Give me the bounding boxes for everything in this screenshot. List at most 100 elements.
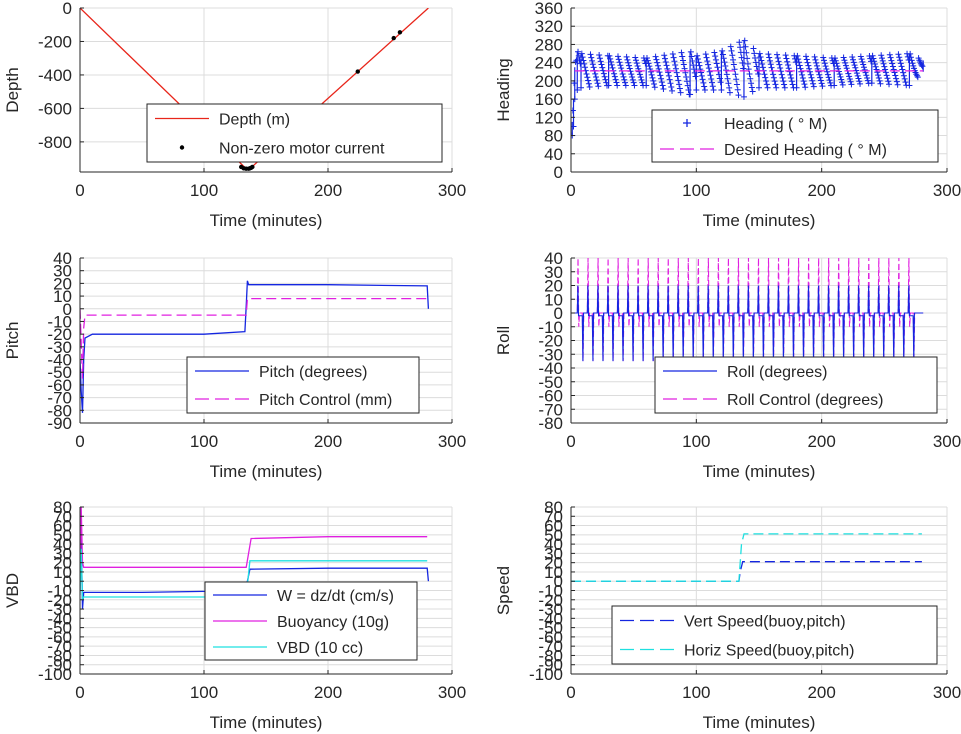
data-point: [659, 82, 666, 89]
data-point: [692, 73, 699, 80]
y-tick-label: -10: [538, 318, 563, 337]
data-point: [660, 86, 667, 93]
data-point: [845, 70, 852, 77]
data-point: [391, 35, 396, 41]
data-point: [636, 68, 643, 75]
data-point: [779, 74, 786, 81]
data-point: [663, 62, 670, 69]
data-point: [857, 53, 864, 60]
data-point: [702, 51, 709, 58]
legend-label: Depth (m): [219, 112, 290, 129]
legend-label: Heading ( ° M): [724, 116, 827, 133]
legend-label: W = dz/dt (cm/s): [277, 588, 394, 605]
data-point: [625, 62, 632, 69]
x-axis-label: Time (minutes): [210, 713, 323, 732]
data-point: [598, 61, 605, 68]
y-axis-label: Heading: [494, 58, 513, 121]
data-point: [909, 60, 916, 67]
data-point: [708, 75, 715, 82]
data-point: [633, 60, 640, 67]
data-point: [755, 71, 762, 78]
data-point: [807, 71, 814, 78]
data-point: [786, 68, 793, 75]
data-point: [789, 81, 796, 88]
data-point: [803, 53, 809, 60]
legend-label: Pitch Control (mm): [259, 392, 392, 409]
data-point: [788, 78, 795, 85]
data-point: [679, 53, 686, 60]
data-point: [827, 79, 834, 86]
data-layer: [571, 37, 926, 139]
legend-label: Roll (degrees): [727, 364, 827, 381]
data-point: [875, 72, 882, 79]
data-point: [606, 52, 613, 59]
data-point: [623, 53, 630, 60]
data-point: [783, 55, 790, 62]
chart-vbd: 0 100 200 300-100-90-80-70-60-50-40-30-20-1…: [3, 498, 466, 732]
data-point: [776, 61, 783, 68]
data-point: [810, 83, 817, 90]
x-tick-label: 200: [807, 181, 835, 200]
legend-label: Desired Heading ( ° M): [724, 142, 887, 159]
data-point: [723, 71, 730, 78]
legend-label: Horiz Speed(buoy,pitch): [684, 643, 854, 660]
y-tick-label: 70: [544, 507, 563, 526]
series-roll: [571, 285, 924, 362]
x-axis-label: Time (minutes): [703, 462, 816, 481]
data-point: [651, 81, 658, 88]
y-tick-label: -600: [38, 99, 72, 118]
y-tick-label: -40: [538, 609, 563, 628]
y-tick-label: -30: [47, 338, 72, 357]
data-point: [713, 60, 720, 67]
data-point: [613, 79, 620, 86]
data-point: [657, 72, 664, 79]
data-point: [805, 62, 812, 69]
data-point: [749, 88, 756, 95]
data-point: [804, 59, 811, 66]
data-point: [723, 67, 730, 74]
y-tick-label: -20: [538, 332, 563, 351]
x-tick-label: 200: [807, 432, 835, 451]
data-point: [876, 77, 883, 84]
data-point: [762, 74, 769, 81]
chart-depth: 0 100 200 300 -800 -600 -400 -200 0 Time (minutes…: [3, 0, 466, 230]
data-point: [872, 63, 879, 70]
data-point: [855, 75, 862, 82]
data-point: [717, 79, 724, 86]
data-point: [599, 64, 606, 71]
data-point: [674, 73, 681, 80]
y-tick-label: 20: [544, 277, 563, 296]
data-point: [842, 59, 849, 66]
data-point: [886, 81, 893, 88]
data-point: [861, 66, 868, 73]
y-tick-label: -50: [538, 619, 563, 638]
data-point: [668, 84, 675, 91]
data-point: [589, 61, 596, 68]
data-point: [889, 60, 896, 67]
data-point: [597, 58, 604, 65]
data-point: [878, 52, 885, 59]
y-tick-label: 30: [544, 544, 563, 563]
y-tick-label: -50: [47, 619, 72, 638]
data-point: [763, 77, 770, 84]
y-tick-label: 40: [544, 249, 563, 268]
data-point: [611, 73, 618, 80]
data-point: [638, 76, 645, 83]
data-point: [847, 78, 854, 85]
data-point: [636, 71, 643, 78]
y-tick-label: 60: [544, 517, 563, 536]
x-tick-label: 100: [190, 432, 218, 451]
data-point: [609, 64, 616, 71]
data-point: [611, 70, 618, 77]
data-point: [888, 57, 895, 64]
data-point: [770, 71, 777, 78]
data-point: [690, 62, 697, 69]
data-point: [734, 86, 741, 93]
data-point: [752, 59, 759, 66]
data-point: [893, 78, 900, 85]
data-point: [628, 71, 635, 78]
data-point: [676, 81, 683, 88]
data-point: [629, 76, 636, 83]
y-tick-label: -90: [538, 656, 563, 675]
data-point: [658, 75, 665, 82]
